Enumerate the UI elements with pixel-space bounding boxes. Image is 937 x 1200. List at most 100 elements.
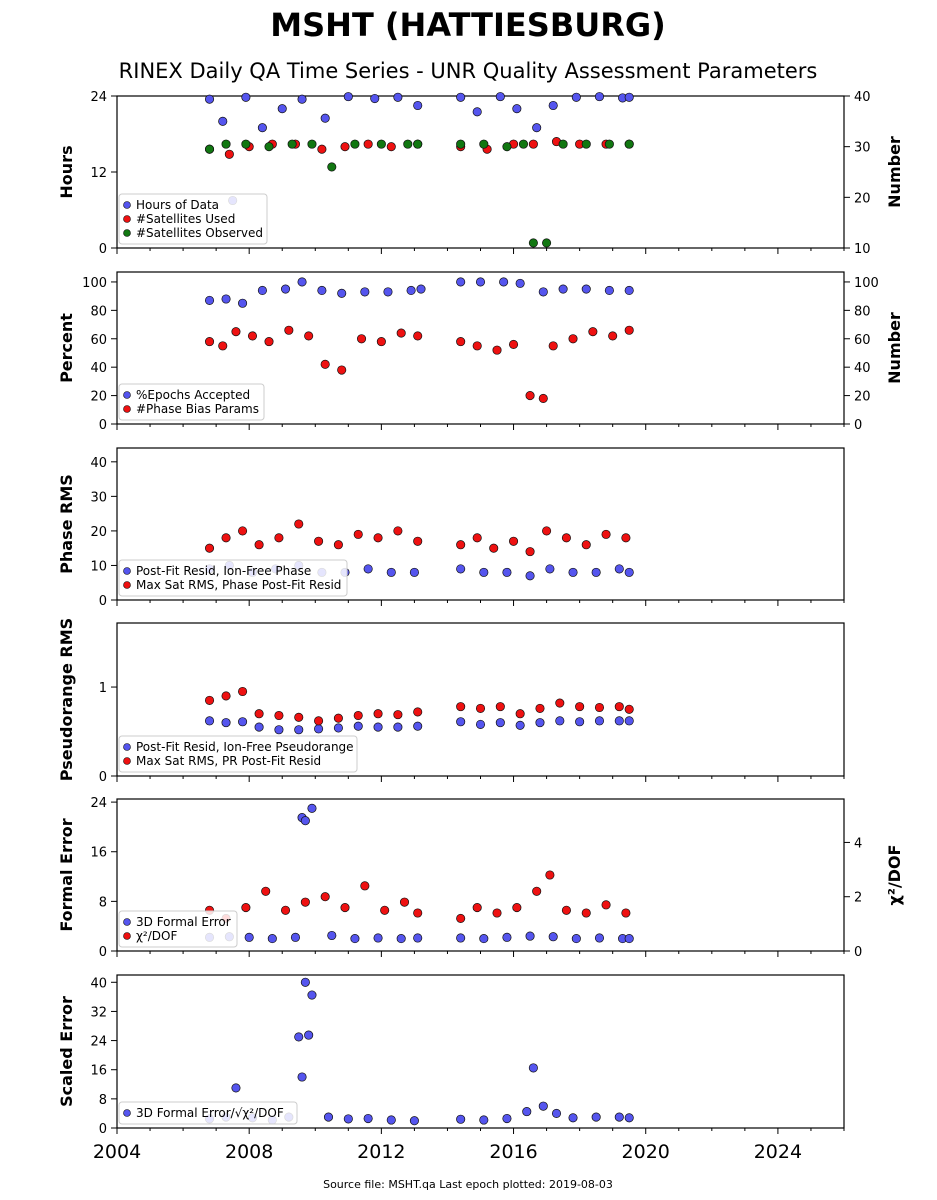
data-point-scaled-error-s0	[300, 977, 310, 987]
data-point-phase-rms-s1	[393, 526, 403, 536]
data-point-formal-error-s0	[244, 932, 254, 942]
data-point-hours-s0	[343, 92, 353, 102]
data-point-pseudorange-rms-s0	[575, 717, 585, 727]
data-point-percent-s1	[624, 325, 634, 335]
data-point-hours-s1	[317, 144, 327, 154]
data-point-phase-rms-s1	[314, 536, 324, 546]
data-point-phase-rms-s0	[479, 567, 489, 577]
data-point-hours-s2	[518, 139, 529, 149]
y-right-tick-label: 2	[854, 891, 862, 906]
data-point-hours-s0	[370, 93, 380, 104]
data-point-formal-error-s1	[360, 881, 370, 891]
data-point-phase-rms-s1	[472, 533, 482, 543]
y-tick-label: 60	[90, 333, 107, 348]
data-point-hours-s2	[456, 139, 466, 149]
data-point-pseudorange-rms-s0	[204, 716, 215, 726]
y-tick-label: 20	[90, 390, 107, 405]
data-point-pseudorange-rms-s1	[294, 712, 304, 722]
data-point-phase-rms-s0	[624, 567, 634, 577]
y-tick-label: 10	[90, 559, 107, 574]
data-point-hours-s0	[257, 123, 267, 133]
data-point-pseudorange-rms-s1	[624, 704, 634, 714]
data-point-formal-error-s0	[307, 803, 317, 813]
data-point-pseudorange-rms-s1	[495, 702, 505, 712]
data-point-percent-s1	[304, 331, 314, 341]
legend-marker	[123, 391, 131, 399]
data-point-formal-error-s0	[548, 932, 558, 942]
data-point-hours-s1	[340, 142, 350, 152]
data-point-formal-error-s1	[601, 900, 611, 910]
data-point-pseudorange-rms-s1	[333, 713, 343, 723]
y-right-tick-label: 20	[854, 191, 871, 206]
data-point-phase-rms-s1	[489, 543, 499, 553]
data-point-percent-s1	[588, 327, 598, 337]
y-tick-label: 0	[99, 594, 107, 609]
panel-scaled-error: 2004 2008 2012 2016 2020 2024 0 8 16 24 32 40 Scaled…	[57, 974, 845, 1163]
y-right-tick-label: 0	[854, 418, 862, 433]
data-point-pseudorange-rms-s1	[221, 691, 231, 701]
data-point-formal-error-s0	[290, 932, 300, 942]
data-point-percent-s0	[317, 285, 327, 296]
x-tick-label: 2012	[357, 1141, 405, 1163]
data-point-hours-s0	[495, 92, 505, 102]
data-point-percent-s1	[568, 334, 578, 344]
data-point-pseudorange-rms-s0	[535, 718, 545, 728]
data-point-percent-s1	[396, 328, 406, 338]
data-point-formal-error-s1	[340, 903, 350, 913]
data-point-scaled-error-s0	[363, 1113, 373, 1124]
data-point-hours-s2	[413, 139, 423, 149]
data-point-formal-error-s1	[399, 897, 410, 907]
legend-label: Max Sat RMS, Phase Post-Fit Resid	[136, 578, 341, 592]
data-point-formal-error-s0	[300, 816, 310, 826]
data-point-hours-s0	[472, 107, 482, 117]
legend-label: χ²/DOF	[136, 929, 177, 943]
legend-marker	[123, 918, 131, 926]
y-right-axis-label: χ²/DOF	[885, 845, 904, 906]
data-point-formal-error-s1	[320, 892, 330, 902]
data-point-scaled-error-s0	[522, 1107, 532, 1117]
y-right-tick-label: 20	[854, 390, 871, 405]
data-point-hours-s1	[224, 149, 234, 159]
x-tick-label: 2004	[93, 1141, 141, 1163]
data-point-percent-s1	[218, 341, 228, 351]
data-point-pseudorange-rms-s0	[294, 725, 304, 735]
data-point-phase-rms-s0	[363, 564, 373, 574]
y-axis-label: Pseudorange RMS	[57, 618, 76, 781]
data-point-phase-rms-s1	[294, 519, 304, 529]
data-point-hours-s2	[528, 238, 538, 248]
data-point-pseudorange-rms-s0	[333, 723, 343, 733]
y-right-tick-label: 30	[854, 141, 871, 156]
data-point-percent-s0	[538, 287, 548, 297]
data-point-hours-s0	[393, 92, 403, 102]
legend-marker	[123, 229, 131, 237]
data-point-formal-error-s0	[525, 931, 535, 941]
data-point-phase-rms-s1	[621, 533, 631, 543]
data-point-hours-s2	[221, 139, 231, 149]
data-point-percent-s0	[499, 277, 509, 287]
data-point-pseudorange-rms-s0	[353, 721, 363, 731]
data-point-phase-rms-s0	[386, 567, 396, 577]
data-point-percent-s1	[413, 331, 423, 341]
data-point-pseudorange-rms-s0	[413, 721, 423, 731]
data-point-scaled-error-s0	[294, 1032, 304, 1042]
data-point-pseudorange-rms-s1	[535, 703, 545, 713]
data-point-pseudorange-rms-s0	[495, 718, 505, 728]
data-point-scaled-error-s0	[624, 1113, 634, 1123]
data-point-phase-rms-s1	[353, 529, 363, 539]
data-point-formal-error-s1	[261, 886, 271, 896]
data-point-phase-rms-s1	[204, 543, 215, 553]
data-point-hours-s2	[604, 139, 614, 149]
data-point-hours-s2	[403, 139, 413, 149]
data-point-scaled-error-s0	[528, 1063, 538, 1073]
data-point-percent-s1	[608, 331, 618, 341]
data-point-hours-s2	[287, 139, 297, 149]
data-point-scaled-error-s0	[386, 1115, 396, 1125]
data-point-percent-s1	[356, 334, 367, 344]
y-tick-label: 24	[90, 1035, 107, 1050]
data-point-hours-s2	[558, 139, 568, 149]
panel-phase-rms: 0 10 20 30 40 Phase RMS Post-Fit Resid, Ion-Fr…	[57, 447, 845, 609]
footer-source: Source file: MSHT.qa Last epoch plotted:…	[323, 1178, 613, 1191]
data-point-pseudorange-rms-s0	[614, 716, 624, 726]
y-right-axis-label: Number	[885, 136, 904, 208]
data-point-formal-error-s1	[280, 905, 291, 915]
